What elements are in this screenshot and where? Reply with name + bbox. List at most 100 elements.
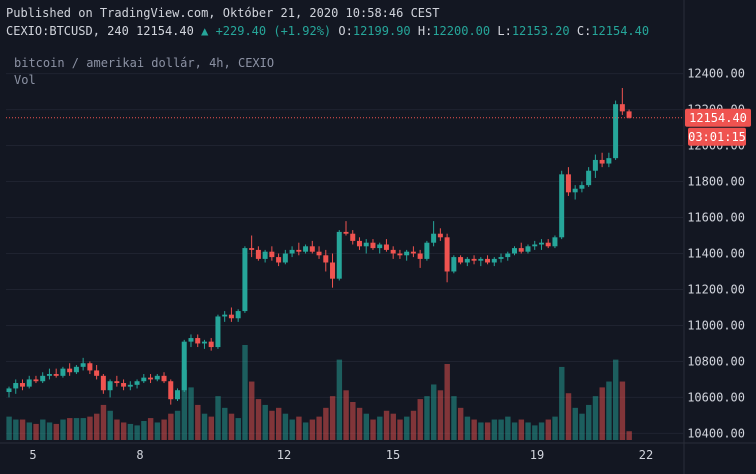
candle-body (444, 237, 450, 272)
volume-bar (478, 422, 484, 440)
candle-body (73, 366, 79, 373)
volume-bar (26, 422, 33, 440)
volume-bar (120, 422, 127, 440)
volume-bar (100, 404, 107, 440)
candle-body (282, 253, 288, 263)
volume-bar (505, 416, 511, 440)
volume-bar (174, 410, 181, 440)
candle-body (417, 253, 423, 259)
candle-body (383, 244, 389, 250)
y-tick-label: 11800.00 (687, 175, 745, 189)
volume-bar (222, 407, 228, 440)
candle-body (437, 233, 443, 238)
candle-body (13, 383, 19, 389)
ohlc-line: CEXIO:BTCUSD, 240 12154.40 ▲ +229.40 (+1… (6, 24, 649, 38)
change-text: +229.40 (+1.92%) (215, 24, 332, 38)
high-value: 12200.00 (432, 24, 491, 38)
volume-bar (532, 425, 538, 440)
candle-body (195, 338, 201, 344)
candle-body (336, 231, 342, 279)
candle-body (350, 233, 356, 241)
candle-body (289, 249, 295, 254)
volume-bar (397, 419, 403, 440)
candle-body (53, 374, 59, 376)
volume-bar (511, 422, 518, 440)
volume-bar (147, 418, 154, 440)
volume-bar (343, 390, 349, 440)
candle-body (87, 363, 93, 371)
candle-body (303, 246, 309, 252)
volume-bar (579, 413, 585, 440)
volume-bar (626, 431, 632, 440)
volume-bar (336, 359, 343, 440)
up-triangle-icon: ▲ (201, 24, 209, 38)
candle-body (80, 363, 86, 367)
candle-body (235, 311, 241, 319)
y-tick-label: 10400.00 (687, 426, 745, 440)
candle-body (606, 158, 612, 164)
candle-body (222, 314, 228, 317)
candle-body (613, 104, 619, 159)
volume-bar (87, 416, 93, 440)
volume-bar (431, 384, 437, 440)
volume-bar (565, 393, 572, 440)
volume-bar (188, 387, 194, 440)
candle-body (249, 248, 255, 250)
volume-bar (134, 425, 140, 440)
volume-bar (262, 404, 268, 440)
candle-body (121, 383, 127, 387)
volume-bar (613, 359, 619, 440)
candle-body (512, 248, 517, 254)
volume-bar (195, 404, 201, 440)
candle-body (188, 338, 194, 342)
x-tick-label: 5 (29, 448, 36, 462)
volume-bar (80, 418, 86, 440)
volume-bar (437, 390, 444, 440)
candle-body (424, 242, 430, 259)
volume-bar (417, 399, 423, 440)
volume-bar (289, 419, 295, 440)
candle-body (67, 368, 73, 373)
open-label: O: (338, 24, 353, 38)
volume-bar (619, 381, 626, 440)
candle-body (262, 251, 268, 259)
candle-body (330, 262, 336, 279)
candle-body (572, 188, 578, 193)
volume-bar (309, 419, 316, 440)
volume-bar (316, 416, 322, 440)
volume-bar (464, 416, 471, 440)
volume-bar (242, 345, 248, 440)
y-tick-label: 11600.00 (687, 211, 745, 225)
volume-bar (329, 396, 336, 440)
candle-body (599, 159, 605, 164)
volume-bar (457, 407, 464, 440)
volume-bar (404, 416, 410, 440)
candle-body (19, 383, 25, 387)
volume-bar (356, 407, 363, 440)
volume-bar (215, 396, 221, 440)
volume-bar (13, 419, 19, 440)
x-tick-label: 15 (386, 448, 400, 462)
volume-bar (538, 422, 545, 440)
candle-body (478, 258, 484, 261)
candle-body (397, 253, 403, 256)
candle-body (377, 244, 383, 249)
candle-body (175, 390, 180, 400)
published-line: Published on TradingView.com, Október 21… (6, 6, 439, 20)
volume-bar (201, 413, 208, 440)
x-tick-label: 22 (639, 448, 653, 462)
countdown-badge (688, 127, 746, 146)
volume-bar (255, 399, 262, 440)
volume-bar (181, 369, 188, 440)
volume-bar (377, 416, 383, 440)
volume-bar (19, 419, 26, 440)
volume-bar (235, 418, 241, 440)
candle-body (431, 233, 437, 243)
candle-body (505, 253, 511, 258)
volume-bar (383, 410, 390, 440)
volume-bar (606, 381, 612, 440)
volume-bar (424, 396, 430, 440)
candle-body (464, 258, 470, 263)
x-tick-label: 12 (277, 448, 291, 462)
